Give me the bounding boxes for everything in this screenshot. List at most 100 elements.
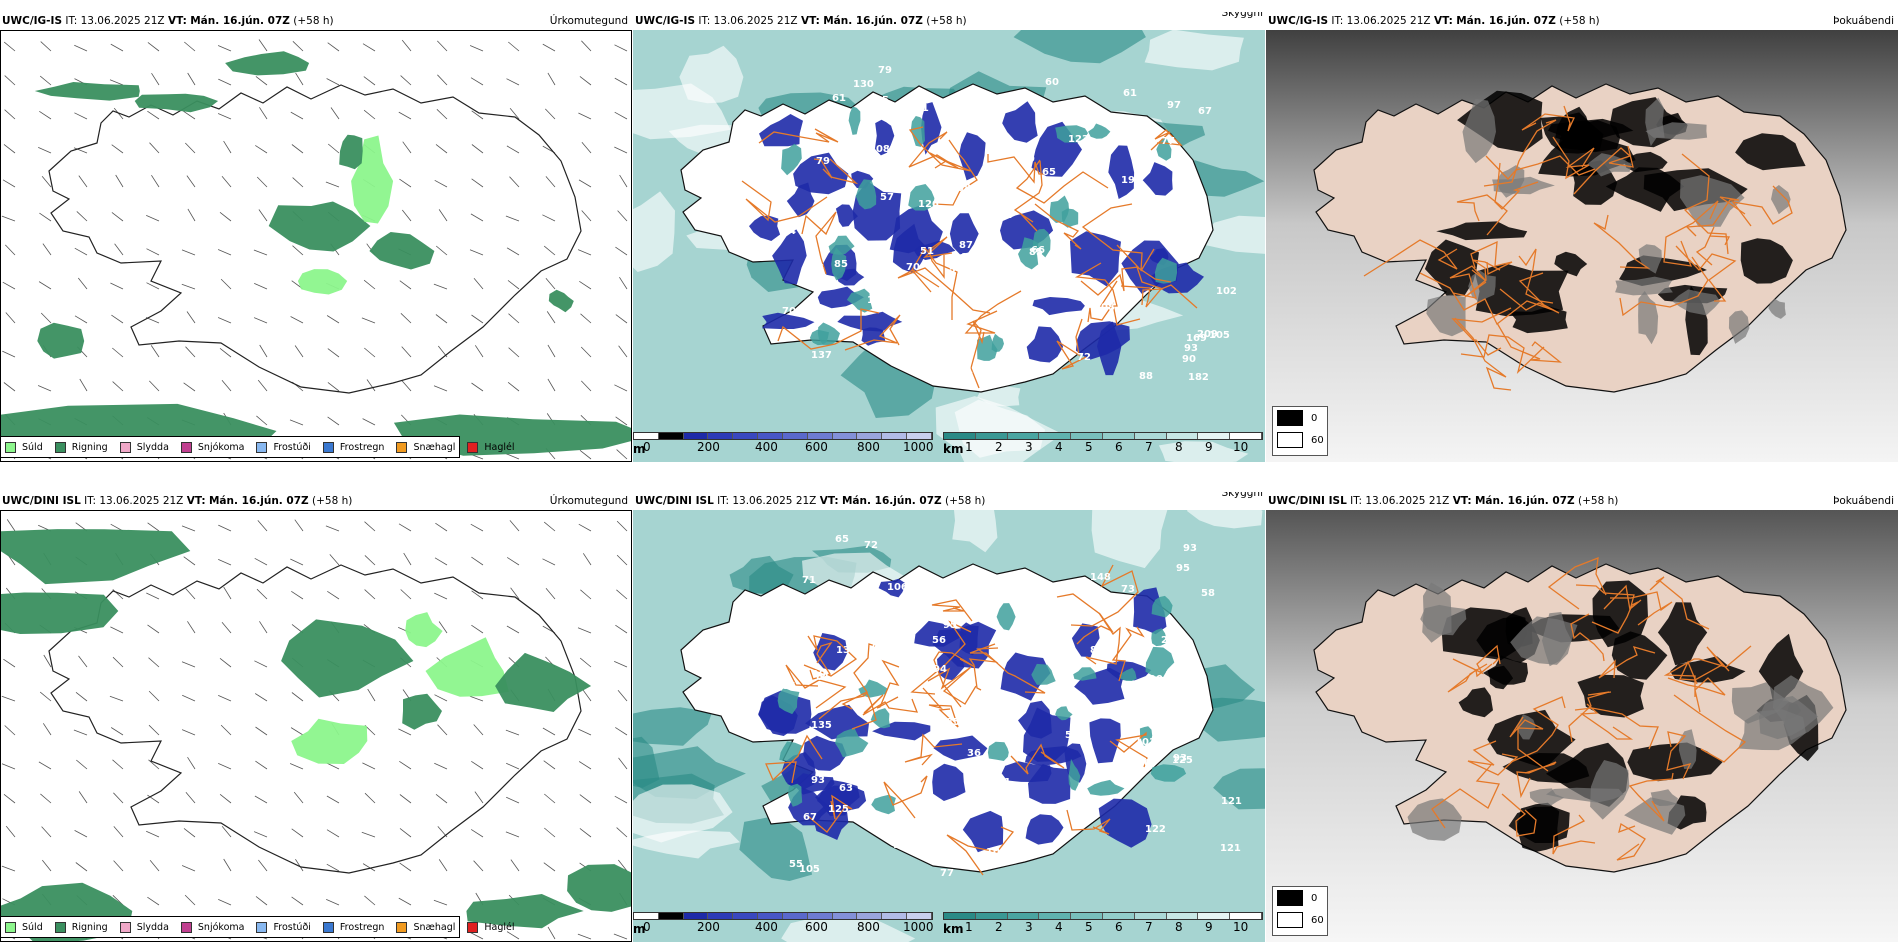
wind-barb: [38, 761, 52, 770]
init-time: IT: 13.06.2025 21Z: [698, 15, 798, 27]
area-blob: [34, 82, 140, 101]
valid-time: Mán. 16.jún. 07Z: [190, 15, 290, 27]
wind-barb: [543, 521, 556, 532]
wind-barb: [326, 795, 340, 804]
fog-index-map: [1266, 30, 1898, 462]
area-blob: [1517, 802, 1560, 852]
area-blob: [268, 201, 371, 252]
wind-barb: [253, 249, 268, 256]
wind-barb: [505, 729, 520, 736]
lead-time: (+58 h): [1559, 15, 1600, 27]
wind-barb: [579, 280, 592, 290]
wind-barb: [542, 214, 556, 222]
legend-label: Haglél: [484, 441, 515, 453]
lead-time: (+58 h): [312, 495, 353, 507]
ceiling-label: 105: [1209, 330, 1230, 341]
road: [844, 314, 901, 351]
wind-barb: [546, 311, 556, 324]
wind-barb: [547, 72, 556, 86]
wind-barb: [39, 212, 52, 222]
legend-item: Frostregn: [322, 441, 385, 453]
wind-barb: [112, 347, 124, 358]
area-blob: [402, 693, 442, 730]
wind-barb: [5, 244, 16, 256]
wind-barb: [545, 278, 556, 290]
area-blob: [281, 619, 414, 698]
area-blob: [1458, 687, 1493, 718]
ceiling-label: 61: [816, 672, 830, 683]
wind-barb: [505, 215, 520, 222]
wind-barb: [187, 72, 196, 86]
road: [1552, 136, 1595, 180]
wind-barb: [506, 931, 520, 940]
wind-barb: [292, 177, 304, 188]
ceiling-label: 29: [1043, 286, 1057, 297]
tick: 6: [1115, 920, 1123, 934]
wind-barb: [181, 661, 196, 668]
wind-barb: [291, 692, 304, 702]
wind-barb: [221, 176, 232, 188]
parameter-name: Þokuábendi: [1833, 495, 1894, 507]
area-blob: [937, 652, 965, 681]
model-name: UWC/IG-IS: [1268, 15, 1329, 27]
wind-barb: [220, 278, 232, 290]
area-blob: [781, 752, 816, 790]
area-blob: [837, 311, 903, 332]
precip-type-map: [0, 30, 632, 462]
legend-item: Slydda: [119, 921, 169, 933]
area-blob: [1098, 798, 1152, 848]
lead-time: (+58 h): [926, 15, 967, 27]
wind-barb: [40, 793, 52, 804]
area-blob: [729, 555, 794, 595]
ceiling-label: 95: [943, 620, 957, 631]
area-blob: [1151, 595, 1173, 618]
area-blob: [1055, 706, 1073, 721]
area-blob: [1151, 628, 1167, 647]
legend-label: Frostregn: [339, 441, 385, 453]
wind-barb: [291, 590, 304, 600]
cloud-base-scale: m 0 200 400 600 800 1000: [633, 432, 934, 458]
wind-barb: [326, 899, 340, 906]
area-blob: [1509, 306, 1568, 334]
wind-barb: [291, 144, 304, 154]
ceiling-label: 108: [986, 799, 1007, 810]
wind-barb: [259, 344, 268, 358]
area-blob: [425, 637, 509, 697]
init-time: IT: 13.06.2025 21Z: [65, 15, 165, 27]
ceiling-label: 82: [1170, 201, 1184, 212]
ceiling-label: 102: [1216, 286, 1237, 297]
valid-label: VT:: [1452, 495, 1472, 507]
tick: 2: [995, 920, 1003, 934]
area-blob: [749, 215, 781, 241]
wind-barb: [613, 933, 628, 940]
wind-barb: [3, 658, 16, 668]
ceiling-label: 107: [1137, 758, 1158, 769]
wind-barb: [254, 557, 268, 566]
wind-barb: [221, 380, 232, 392]
area-blob: [633, 736, 660, 788]
wind-barb: [295, 72, 304, 86]
wind-barb: [149, 859, 160, 872]
area-blob: [932, 763, 966, 801]
road: [785, 664, 847, 709]
rain-swatch: [54, 921, 66, 933]
wind-barb: [614, 44, 628, 52]
area-blob: [739, 817, 813, 881]
wind-barb: [400, 75, 412, 86]
wind-barb: [148, 759, 160, 770]
ceiling-label: 103: [1062, 612, 1083, 623]
wind-barb: [78, 655, 88, 668]
wind-barb: [545, 176, 556, 188]
wind-barb: [42, 243, 52, 256]
wind-barb: [436, 109, 448, 120]
tick: 1000: [903, 920, 934, 934]
area-blob: [1203, 215, 1265, 254]
wind-barb: [401, 39, 412, 52]
wind-barb: [326, 78, 340, 86]
area-blob: [788, 783, 803, 807]
wind-barb: [547, 378, 556, 392]
ceiling-label: 97: [1167, 100, 1181, 111]
road: [927, 666, 977, 705]
tick: 1: [965, 440, 973, 454]
init-time: IT: 13.06.2025 21Z: [717, 495, 817, 507]
